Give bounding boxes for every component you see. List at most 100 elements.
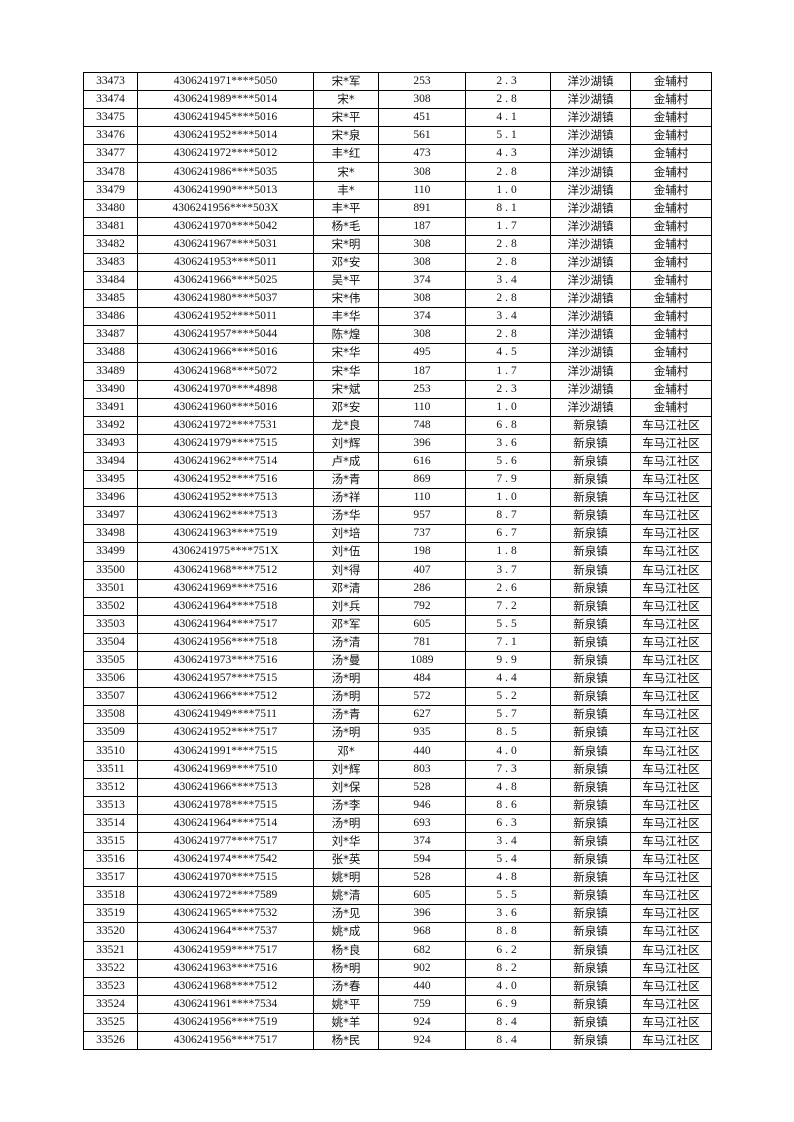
village-cell: 车马江社区 <box>630 777 712 797</box>
amount-cell: 253 <box>378 71 466 92</box>
id-number-cell: 4306241966****5025 <box>137 271 314 291</box>
name-cell: 邓*清 <box>313 578 379 598</box>
row-number-cell: 33522 <box>83 958 138 978</box>
village-cell: 车马江社区 <box>630 687 712 707</box>
value-cell: 6.8 <box>465 415 551 435</box>
table-row: 33497 4306241962****7513 汤*华 957 8.7 新泉镇 车马江社区 <box>83 506 712 526</box>
village-cell: 车马江社区 <box>630 560 712 580</box>
amount-cell: 198 <box>378 542 466 562</box>
table-row: 33481 4306241970****5042 杨*毛 187 1.7 洋沙湖镇 金辅村 <box>83 216 712 236</box>
village-cell: 车马江社区 <box>630 813 712 833</box>
amount-cell: 396 <box>378 433 466 453</box>
town-cell: 洋沙湖镇 <box>550 90 631 110</box>
value-cell: 8.1 <box>465 198 551 218</box>
village-cell: 车马江社区 <box>630 650 712 671</box>
row-number-cell: 33505 <box>83 650 138 671</box>
id-number-cell: 4306241961****7534 <box>137 994 314 1014</box>
town-cell: 洋沙湖镇 <box>550 361 631 381</box>
value-cell: 6.7 <box>465 524 551 544</box>
amount-cell: 968 <box>378 922 466 942</box>
table-row: 33503 4306241964****7517 邓*军 605 5.5 新泉镇 车马江社区 <box>83 614 712 634</box>
table-row: 33500 4306241968****7512 刘*得 407 3.7 新泉镇 车马江社区 <box>83 560 712 580</box>
table-row: 33496 4306241952****7513 汤*祥 110 1.0 新泉镇 车马江社区 <box>83 488 712 508</box>
town-cell: 新泉镇 <box>550 470 631 490</box>
table-row: 33475 4306241945****5016 宋*平 451 4.1 洋沙湖镇 金辅村 <box>83 108 712 128</box>
name-cell: 宋*泉 <box>313 126 379 146</box>
row-number-cell: 33512 <box>83 777 138 797</box>
village-cell: 车马江社区 <box>630 904 712 924</box>
name-cell: 张*英 <box>313 850 379 870</box>
village-cell: 金辅村 <box>630 180 712 200</box>
table-row: 33486 4306241952****5011 丰*华 374 3.4 洋沙湖镇 金辅村 <box>83 307 712 327</box>
amount-cell: 803 <box>378 759 466 779</box>
name-cell: 汤*明 <box>313 669 379 689</box>
id-number-cell: 4306241964****7517 <box>137 614 314 634</box>
amount-cell: 473 <box>378 144 466 164</box>
id-number-cell: 4306241952****7517 <box>137 723 314 743</box>
value-cell: 3.6 <box>465 433 551 453</box>
table-row: 33510 4306241991****7515 邓* 440 4.0 新泉镇 车马江社区 <box>83 741 712 761</box>
id-number-cell: 4306241966****7513 <box>137 777 314 797</box>
town-cell: 洋沙湖镇 <box>550 180 631 200</box>
value-cell: 2.6 <box>465 578 551 598</box>
table-row: 33491 4306241960****5016 邓*安 110 1.0 洋沙湖镇 金辅村 <box>83 397 712 417</box>
table-row: 33498 4306241963****7519 刘*培 737 6.7 新泉镇 车马江社区 <box>83 524 712 544</box>
village-cell: 金辅村 <box>630 252 712 273</box>
table-row: 33505 4306241973****7516 汤*曼 1089 9.9 新泉镇 车马江社… <box>83 650 712 671</box>
amount-cell: 374 <box>378 831 466 852</box>
row-number-cell: 33507 <box>83 687 138 707</box>
amount-cell: 781 <box>378 632 466 653</box>
town-cell: 洋沙湖镇 <box>550 252 631 273</box>
row-number-cell: 33486 <box>83 307 138 327</box>
value-cell: 1.0 <box>465 488 551 508</box>
id-number-cell: 4306241966****5016 <box>137 343 314 363</box>
value-cell: 8.4 <box>465 1012 551 1032</box>
name-cell: 宋*伟 <box>313 289 379 309</box>
id-number-cell: 4306241964****7514 <box>137 813 314 833</box>
name-cell: 宋*军 <box>313 71 379 92</box>
value-cell: 8.8 <box>465 922 551 942</box>
town-cell: 洋沙湖镇 <box>550 397 631 417</box>
row-number-cell: 33521 <box>83 940 138 960</box>
village-cell: 金辅村 <box>630 343 712 363</box>
village-cell: 车马江社区 <box>630 976 712 996</box>
amount-cell: 759 <box>378 994 466 1014</box>
table-row: 33518 4306241972****7589 姚*清 605 5.5 新泉镇 车马江社区 <box>83 886 712 906</box>
amount-cell: 682 <box>378 940 466 960</box>
village-cell: 车马江社区 <box>630 415 712 435</box>
name-cell: 宋*华 <box>313 343 379 363</box>
value-cell: 2.3 <box>465 379 551 399</box>
village-cell: 车马江社区 <box>630 850 712 870</box>
amount-cell: 308 <box>378 162 466 182</box>
table-row: 33477 4306241972****5012 丰*红 473 4.3 洋沙湖镇 金辅村 <box>83 144 712 164</box>
value-cell: 7.9 <box>465 470 551 490</box>
amount-cell: 528 <box>378 777 466 797</box>
id-number-cell: 4306241989****5014 <box>137 90 314 110</box>
town-cell: 新泉镇 <box>550 1012 631 1032</box>
value-cell: 6.3 <box>465 813 551 833</box>
village-cell: 车马江社区 <box>630 614 712 634</box>
value-cell: 3.7 <box>465 560 551 580</box>
town-cell: 洋沙湖镇 <box>550 108 631 128</box>
name-cell: 杨*明 <box>313 958 379 978</box>
amount-cell: 187 <box>378 361 466 381</box>
town-cell: 洋沙湖镇 <box>550 162 631 182</box>
name-cell: 姚*明 <box>313 868 379 888</box>
id-number-cell: 4306241973****7516 <box>137 650 314 671</box>
town-cell: 新泉镇 <box>550 415 631 435</box>
table-row: 33479 4306241990****5013 丰* 110 1.0 洋沙湖镇 金辅村 <box>83 180 712 200</box>
row-number-cell: 33518 <box>83 886 138 906</box>
value-cell: 8.4 <box>465 1030 551 1051</box>
row-number-cell: 33496 <box>83 488 138 508</box>
id-number-cell: 4306241969****7516 <box>137 578 314 598</box>
name-cell: 刘*辉 <box>313 759 379 779</box>
village-cell: 金辅村 <box>630 397 712 417</box>
name-cell: 刘*培 <box>313 524 379 544</box>
id-number-cell: 4306241990****5013 <box>137 180 314 200</box>
row-number-cell: 33501 <box>83 578 138 598</box>
village-cell: 车马江社区 <box>630 451 712 472</box>
id-number-cell: 4306241979****7515 <box>137 433 314 453</box>
id-number-cell: 4306241952****5011 <box>137 307 314 327</box>
table-row: 33488 4306241966****5016 宋*华 495 4.5 洋沙湖镇 金辅村 <box>83 343 712 363</box>
village-cell: 车马江社区 <box>630 632 712 653</box>
